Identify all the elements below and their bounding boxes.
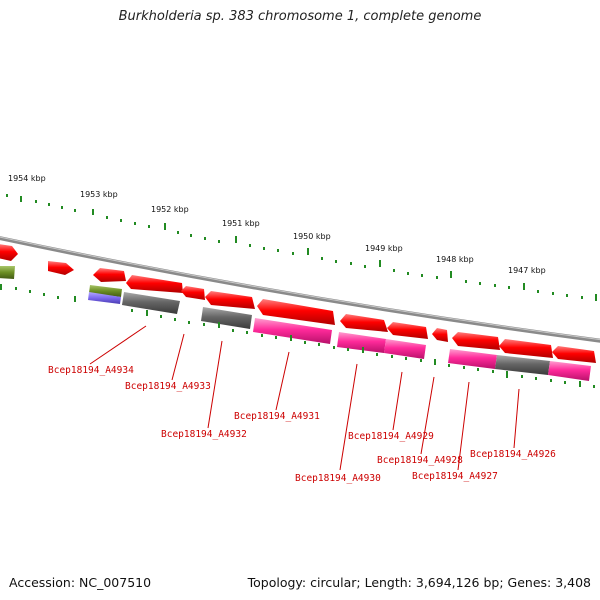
- label-leaders: [89, 325, 520, 471]
- gene-feature: [205, 291, 255, 309]
- gene-feature: [448, 349, 497, 369]
- scale-label: 1948 kbp: [436, 255, 474, 264]
- scale-label: 1949 kbp: [365, 244, 403, 253]
- gene-label: Bcep18194_A4927: [412, 471, 498, 482]
- gene-feature: [495, 355, 550, 375]
- scale-label: 1953 kbp: [80, 190, 118, 199]
- forward-genes: [0, 244, 596, 363]
- scale-label: 1954 kbp: [8, 174, 46, 183]
- gene-labels: Bcep18194_A4934 Bcep18194_A4933 Bcep1819…: [48, 365, 556, 484]
- scale-label: 1950 kbp: [293, 232, 331, 241]
- gene-feature: [257, 299, 335, 325]
- genome-backbone: [0, 236, 600, 343]
- gene-label: Bcep18194_A4934: [48, 365, 134, 376]
- gene-feature: [384, 339, 426, 359]
- genome-summary-text: Topology: circular; Length: 3,694,126 bp…: [247, 575, 591, 590]
- gene-feature: [0, 244, 18, 261]
- gene-feature: [181, 286, 205, 300]
- gene-feature: [337, 332, 386, 353]
- gene-feature: [432, 328, 448, 342]
- gene-feature: [387, 322, 428, 339]
- gene-feature: [552, 346, 596, 363]
- gene-feature: [452, 332, 500, 350]
- accession-text: Accession: NC_007510: [9, 575, 152, 590]
- gene-feature: [126, 275, 183, 293]
- gene-feature: [122, 292, 180, 314]
- gene-feature: [499, 339, 553, 358]
- gene-label: Bcep18194_A4930: [295, 473, 381, 484]
- scale-labels: 1954 kbp 1953 kbp 1952 kbp 1951 kbp 1950…: [8, 174, 546, 275]
- gene-feature: [253, 318, 332, 344]
- gene-feature: [548, 361, 591, 381]
- gene-feature: [93, 268, 126, 282]
- feature-track: [0, 266, 591, 381]
- scale-label: 1951 kbp: [222, 219, 260, 228]
- gene-feature: [48, 261, 74, 275]
- inner-scale-ticks: [0, 284, 595, 388]
- gene-feature: [88, 292, 121, 304]
- gene-label: Bcep18194_A4933: [125, 381, 211, 392]
- gene-label: Bcep18194_A4928: [377, 455, 463, 466]
- gene-feature: [201, 307, 252, 329]
- gene-label: Bcep18194_A4932: [161, 429, 247, 440]
- outer-scale-ticks: [6, 194, 597, 301]
- map-title: Burkholderia sp. 383 chromosome 1, compl…: [118, 9, 482, 24]
- gene-label: Bcep18194_A4931: [234, 411, 320, 422]
- scale-label: 1947 kbp: [508, 266, 546, 275]
- scale-label: 1952 kbp: [151, 205, 189, 214]
- gene-feature: [0, 266, 15, 279]
- gene-label: Bcep18194_A4926: [470, 449, 556, 460]
- gene-feature: [340, 314, 388, 332]
- gene-label: Bcep18194_A4929: [348, 431, 434, 442]
